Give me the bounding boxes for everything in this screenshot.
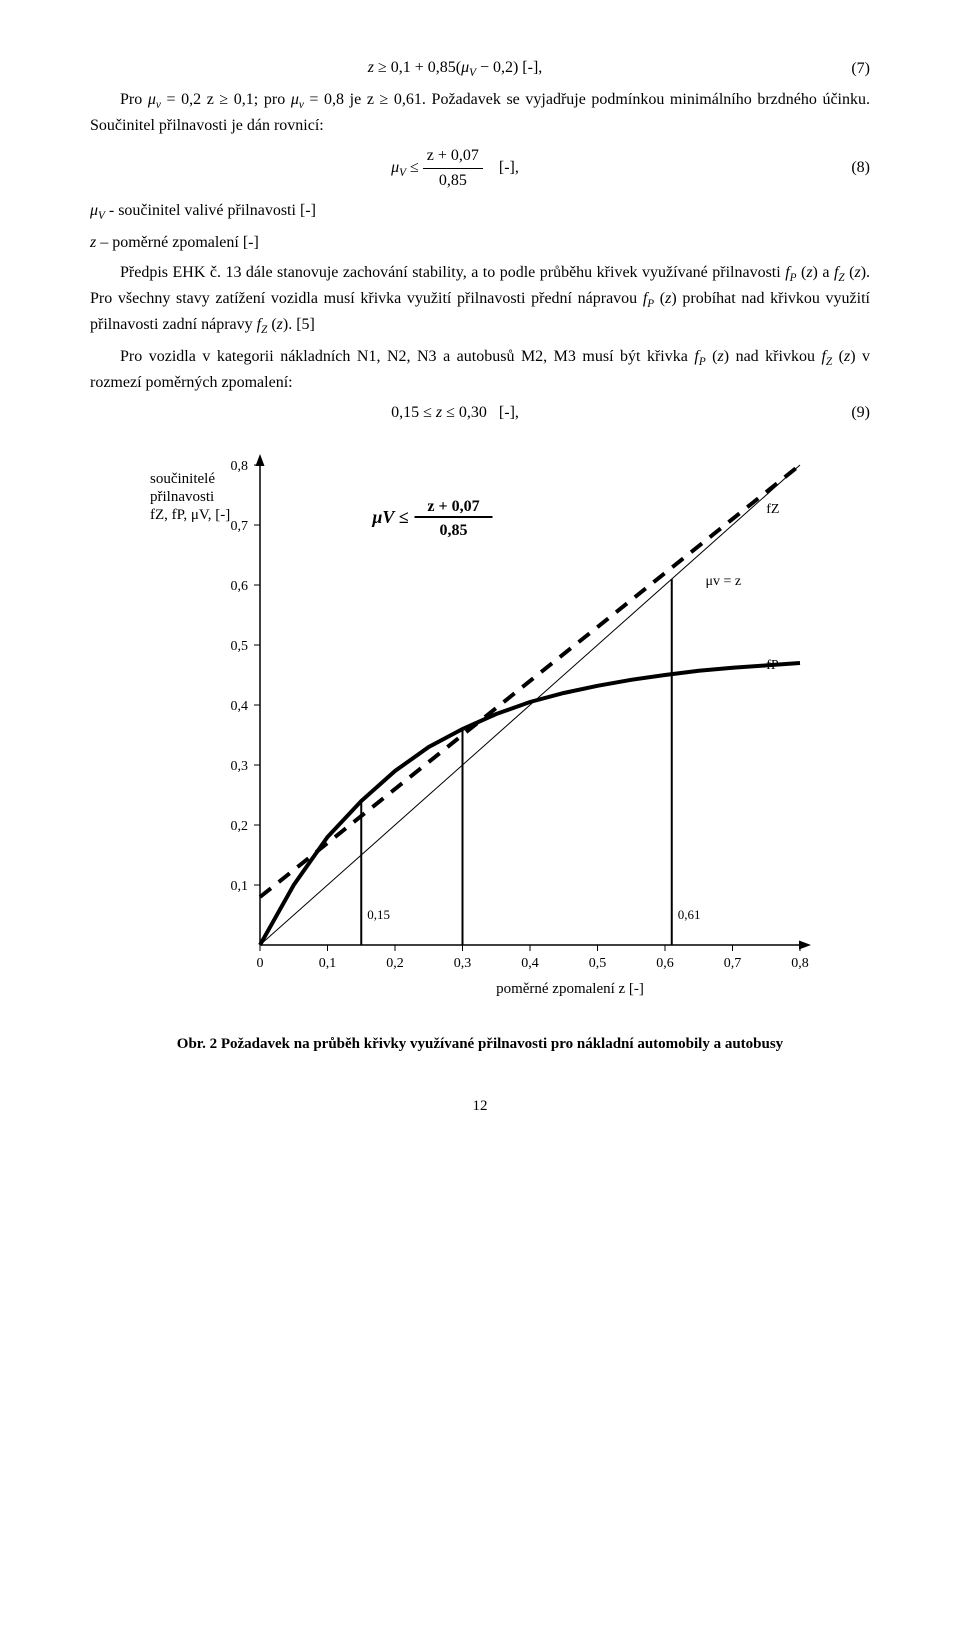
paragraph-2: Předpis EHK č. 13 dále stanovuje zachová…: [90, 261, 870, 339]
adhesion-chart: 0 0,1 0,2 0,3 0,4 0,5 0,6 0,7 0,8 0,1 0,2 0,3 0,4 0,5…: [140, 445, 820, 1013]
svg-text:přilnavosti: přilnavosti: [150, 489, 214, 505]
svg-text:0,4: 0,4: [231, 699, 249, 714]
svg-text:fZ: fZ: [766, 502, 779, 517]
svg-text:μv = z: μv = z: [706, 574, 742, 589]
svg-text:poměrné zpomalení z [-]: poměrné zpomalení z [-]: [496, 981, 644, 997]
svg-text:0,8: 0,8: [791, 956, 809, 971]
paragraph-1: Pro μv = 0,2 z ≥ 0,1; pro μv = 0,8 je z …: [90, 88, 870, 138]
svg-text:0: 0: [257, 956, 264, 971]
svg-text:0,8: 0,8: [231, 459, 249, 474]
eq7-number: (7): [820, 57, 870, 81]
svg-text:z + 0,07: z + 0,07: [427, 498, 479, 515]
page-number: 12: [90, 1095, 870, 1118]
eq8-number: (8): [820, 156, 870, 180]
eq9-number: (9): [820, 401, 870, 425]
svg-text:fP: fP: [766, 658, 779, 673]
chart-svg: 0 0,1 0,2 0,3 0,4 0,5 0,6 0,7 0,8 0,1 0,2 0,3 0,4 0,5…: [140, 445, 820, 1005]
svg-text:0,5: 0,5: [231, 639, 249, 654]
eq8-expr: μV ≤ z + 0,070,85 [-],: [90, 144, 820, 193]
svg-text:0,7: 0,7: [231, 519, 249, 534]
svg-text:0,1: 0,1: [319, 956, 337, 971]
eq7-expr: z ≥ 0,1 + 0,85(μV − 0,2) [-],: [90, 56, 820, 82]
svg-text:0,5: 0,5: [589, 956, 607, 971]
svg-text:0,1: 0,1: [231, 879, 249, 894]
svg-text:μV ≤: μV ≤: [371, 507, 408, 527]
svg-text:0,61: 0,61: [678, 907, 701, 922]
svg-text:0,15: 0,15: [367, 907, 390, 922]
eq9-expr: 0,15 ≤ z ≤ 0,30 [-],: [90, 401, 820, 425]
svg-text:0,3: 0,3: [231, 759, 249, 774]
svg-text:fZ, fP, μV, [-]: fZ, fP, μV, [-]: [150, 507, 230, 523]
definition-z: z – poměrné zpomalení [-]: [90, 231, 870, 255]
svg-text:0,2: 0,2: [231, 819, 249, 834]
svg-text:0,2: 0,2: [386, 956, 404, 971]
svg-text:0,6: 0,6: [656, 956, 674, 971]
svg-text:součinitelé: součinitelé: [150, 471, 215, 487]
figure-caption: Obr. 2 Požadavek na průběh křivky využív…: [90, 1033, 870, 1056]
equation-8: μV ≤ z + 0,070,85 [-], (8): [90, 144, 870, 193]
svg-text:0,7: 0,7: [724, 956, 742, 971]
svg-text:0,4: 0,4: [521, 956, 539, 971]
equation-9: 0,15 ≤ z ≤ 0,30 [-], (9): [90, 401, 870, 425]
paragraph-3: Pro vozidla v kategorii nákladních N1, N…: [90, 345, 870, 395]
svg-text:0,6: 0,6: [231, 579, 249, 594]
svg-text:0,85: 0,85: [440, 522, 468, 539]
equation-7: z ≥ 0,1 + 0,85(μV − 0,2) [-], (7): [90, 56, 870, 82]
svg-text:0,3: 0,3: [454, 956, 472, 971]
definition-muV: μV - součinitel valivé přilnavosti [-]: [90, 199, 870, 225]
